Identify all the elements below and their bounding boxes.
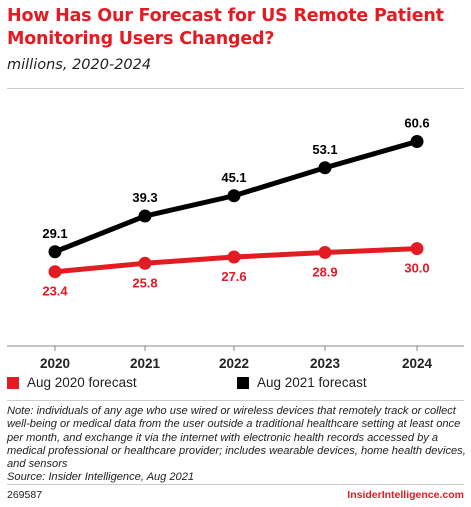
chart-id: 269587 bbox=[7, 489, 43, 501]
top-divider bbox=[7, 88, 464, 89]
note-text: Note: individuals of any age who use wir… bbox=[7, 405, 466, 471]
data-label-aug-2020-forecast-2021: 25.8 bbox=[132, 275, 157, 290]
chart-subtitle: millions, 2020-2024 bbox=[7, 57, 152, 73]
point-aug-2020-forecast-2023 bbox=[318, 245, 332, 259]
point-aug-2021-forecast-2021 bbox=[138, 209, 152, 223]
x-tick-label-2024: 2024 bbox=[402, 356, 433, 369]
legend-item-aug-2020: Aug 2020 forecast bbox=[7, 375, 137, 390]
x-tick-label-2020: 2020 bbox=[40, 356, 70, 369]
data-label-aug-2020-forecast-2022: 27.6 bbox=[221, 269, 246, 284]
data-label-aug-2021-forecast-2021: 39.3 bbox=[132, 190, 157, 205]
source-text: Source: Insider Intelligence, Aug 2021 bbox=[7, 471, 195, 484]
data-label-aug-2021-forecast-2024: 60.6 bbox=[404, 116, 429, 131]
footnote: Note: individuals of any age who use wir… bbox=[7, 405, 467, 485]
point-aug-2021-forecast-2020 bbox=[48, 245, 62, 259]
point-aug-2021-forecast-2022 bbox=[227, 189, 241, 203]
x-tick-label-2023: 2023 bbox=[310, 356, 341, 369]
data-label-aug-2021-forecast-2022: 45.1 bbox=[221, 170, 246, 185]
data-label-aug-2020-forecast-2020: 23.4 bbox=[42, 284, 68, 299]
data-label-aug-2021-forecast-2023: 53.1 bbox=[312, 142, 337, 157]
point-aug-2021-forecast-2024 bbox=[410, 135, 424, 148]
data-label-aug-2020-forecast-2024: 30.0 bbox=[404, 261, 429, 276]
legend-label-aug-2021: Aug 2021 forecast bbox=[257, 375, 367, 390]
point-aug-2021-forecast-2023 bbox=[318, 161, 332, 175]
legend-label-aug-2020: Aug 2020 forecast bbox=[27, 375, 137, 390]
bottom-divider bbox=[7, 484, 464, 485]
point-aug-2020-forecast-2021 bbox=[138, 256, 152, 270]
point-aug-2020-forecast-2020 bbox=[48, 265, 62, 279]
legend-swatch-aug-2020 bbox=[7, 376, 19, 389]
point-aug-2020-forecast-2024 bbox=[410, 242, 424, 256]
legend-swatch-aug-2021 bbox=[237, 376, 249, 389]
mid-divider bbox=[7, 400, 464, 401]
data-label-aug-2021-forecast-2020: 29.1 bbox=[42, 226, 67, 241]
line-chart: 2020 2021 2022 2023 2024 23.4 25.8 27.6 28.9 30.0… bbox=[7, 116, 464, 369]
legend-item-aug-2021: Aug 2021 forecast bbox=[237, 375, 367, 390]
chart-title: How Has Our Forecast for US Remote Patie… bbox=[7, 6, 444, 49]
point-aug-2020-forecast-2022 bbox=[227, 250, 241, 264]
data-label-aug-2020-forecast-2023: 28.9 bbox=[312, 264, 337, 279]
x-tick-label-2022: 2022 bbox=[219, 356, 249, 369]
x-tick-label-2021: 2021 bbox=[130, 356, 161, 369]
brand-link[interactable]: InsiderIntelligence.com bbox=[347, 489, 464, 501]
